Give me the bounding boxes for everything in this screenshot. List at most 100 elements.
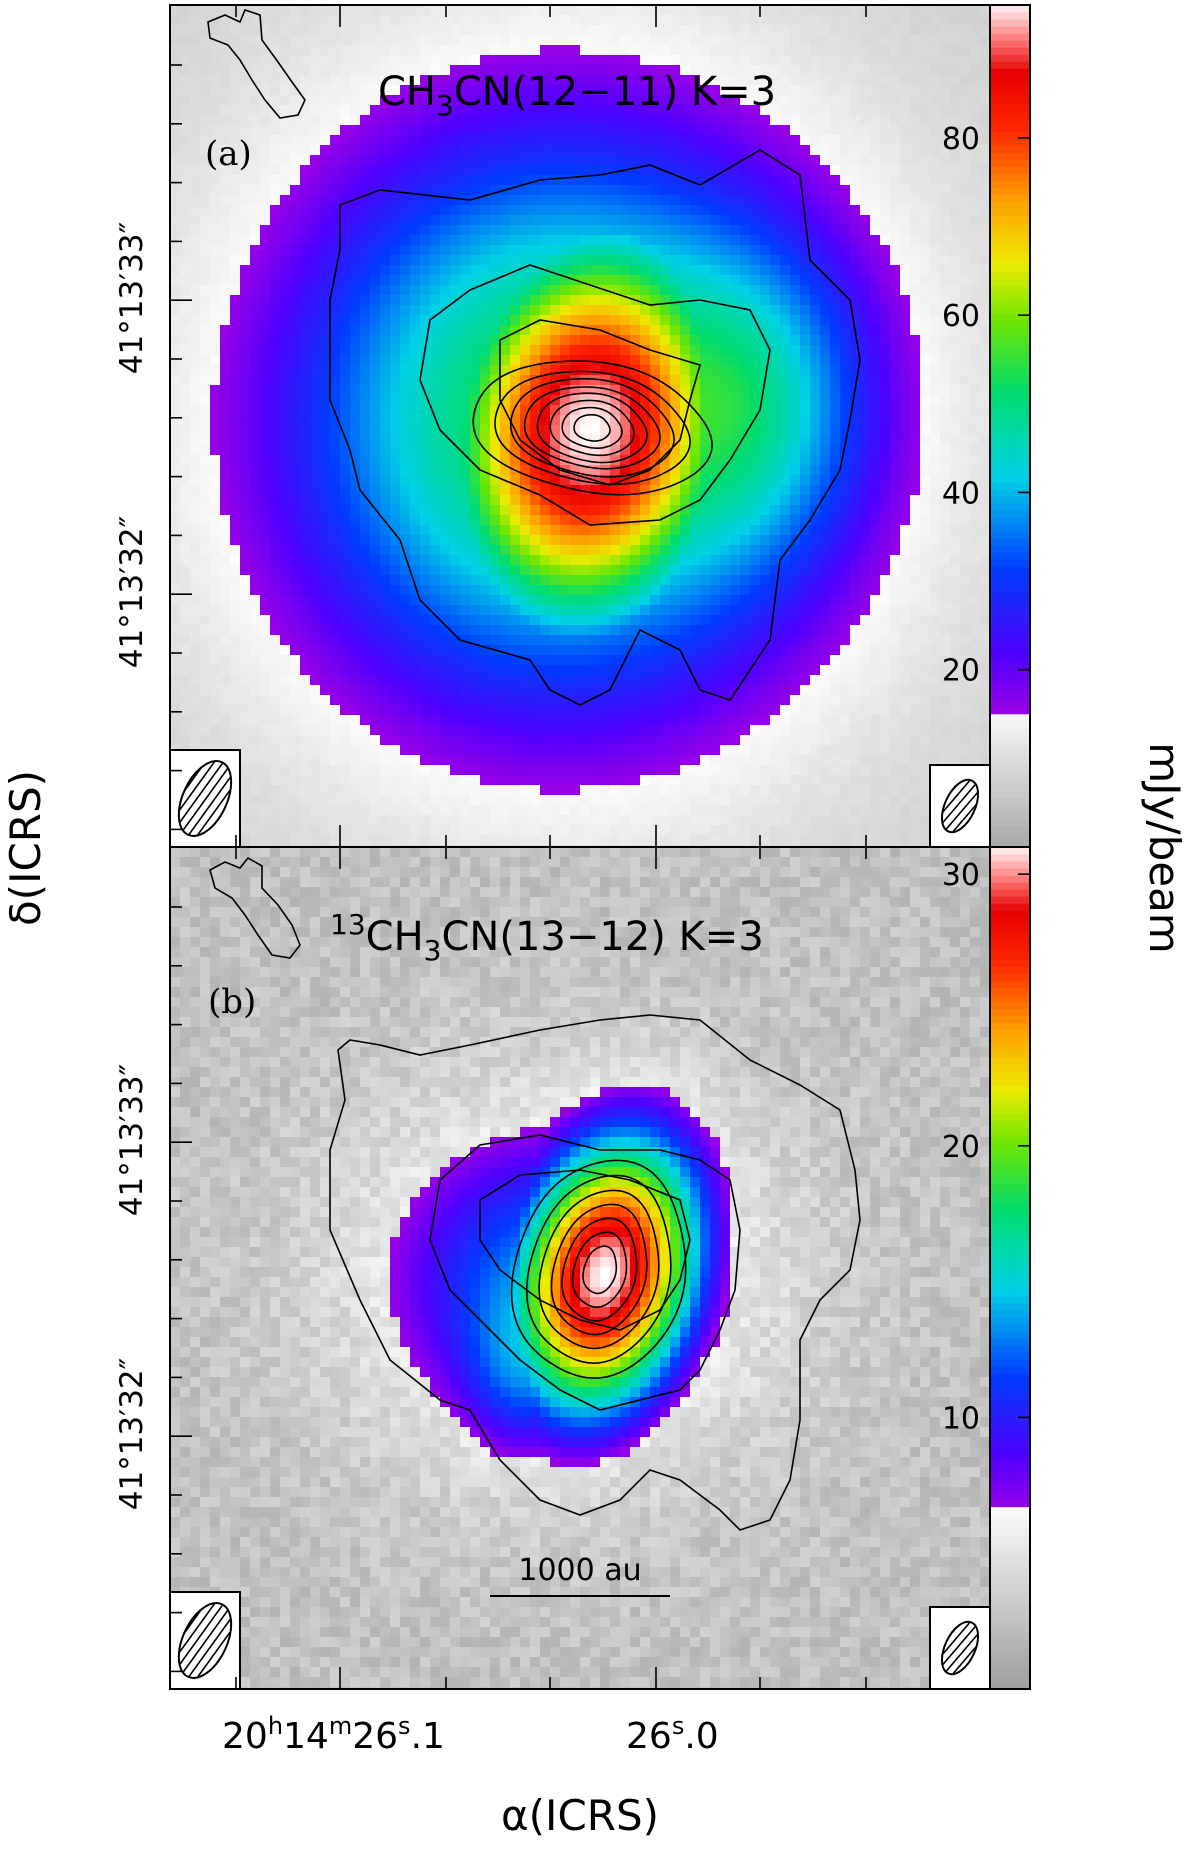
map-pixel — [950, 165, 961, 176]
map-pixel — [390, 95, 401, 106]
map-pixel — [710, 75, 721, 86]
map-pixel — [830, 495, 841, 506]
map-pixel — [870, 15, 881, 26]
map-pixel — [430, 445, 441, 456]
map-pixel — [350, 455, 361, 466]
map-pixel — [960, 245, 971, 256]
map-pixel — [350, 285, 361, 296]
map-pixel — [580, 545, 591, 556]
map-pixel — [250, 145, 261, 156]
map-pixel — [940, 95, 951, 106]
map-pixel — [850, 295, 861, 306]
map-pixel — [200, 445, 211, 456]
map-pixel — [630, 35, 641, 46]
map-pixel — [740, 255, 751, 266]
map-pixel — [320, 475, 331, 486]
map-pixel — [240, 525, 251, 536]
map-pixel — [270, 55, 281, 66]
map-pixel — [320, 265, 331, 276]
map-pixel — [250, 25, 261, 36]
map-pixel — [680, 345, 691, 356]
map-pixel — [640, 455, 651, 466]
map-pixel — [840, 515, 851, 526]
map-pixel — [890, 55, 901, 66]
map-pixel — [750, 75, 761, 86]
map-pixel — [440, 315, 451, 326]
map-pixel — [960, 185, 971, 196]
map-pixel — [730, 265, 741, 276]
map-pixel — [310, 255, 321, 266]
map-pixel — [330, 5, 341, 16]
map-pixel — [690, 355, 701, 366]
map-pixel — [280, 65, 291, 76]
map-pixel — [480, 95, 491, 106]
map-pixel — [770, 425, 781, 436]
map-pixel — [820, 595, 831, 606]
map-pixel — [530, 245, 541, 256]
map-pixel — [810, 455, 821, 466]
map-pixel — [600, 95, 611, 106]
map-pixel — [200, 455, 211, 466]
map-pixel — [510, 595, 521, 606]
map-pixel — [960, 225, 971, 236]
map-pixel — [360, 385, 371, 396]
map-pixel — [250, 285, 261, 296]
map-pixel — [520, 325, 531, 336]
map-pixel — [570, 295, 581, 306]
map-pixel — [430, 225, 441, 236]
map-pixel — [560, 105, 571, 116]
map-pixel — [870, 215, 881, 226]
map-pixel — [540, 215, 551, 226]
map-pixel — [510, 535, 521, 546]
map-pixel — [180, 35, 191, 46]
map-pixel — [520, 125, 531, 136]
map-pixel — [200, 535, 211, 546]
map-pixel — [300, 235, 311, 246]
map-pixel — [540, 5, 551, 16]
map-pixel — [310, 105, 321, 116]
map-pixel — [390, 175, 401, 186]
map-pixel — [230, 435, 241, 446]
map-pixel — [250, 125, 261, 136]
map-pixel — [290, 225, 301, 236]
map-pixel — [830, 325, 841, 336]
map-pixel — [760, 455, 771, 466]
map-pixel — [770, 565, 781, 576]
map-pixel — [350, 335, 361, 346]
map-pixel — [320, 445, 331, 456]
map-pixel — [350, 265, 361, 276]
map-pixel — [220, 95, 231, 106]
map-pixel — [800, 185, 811, 196]
map-pixel — [370, 575, 381, 586]
map-pixel — [890, 225, 901, 236]
map-pixel — [770, 375, 781, 386]
map-pixel — [500, 95, 511, 106]
map-pixel — [600, 245, 611, 256]
map-pixel — [920, 85, 931, 96]
map-pixel — [540, 255, 551, 266]
map-pixel — [320, 285, 331, 296]
map-pixel — [820, 225, 831, 236]
map-pixel — [730, 545, 741, 556]
map-pixel — [910, 205, 921, 216]
map-pixel — [460, 355, 471, 366]
map-pixel — [180, 55, 191, 66]
map-pixel — [260, 595, 271, 606]
map-pixel — [470, 105, 481, 116]
map-pixel — [590, 215, 601, 226]
map-pixel — [720, 465, 731, 476]
map-pixel — [440, 75, 451, 86]
map-pixel — [620, 15, 631, 26]
map-pixel — [300, 515, 311, 526]
map-pixel — [460, 395, 471, 406]
map-pixel — [810, 605, 821, 616]
map-pixel — [960, 25, 971, 36]
map-pixel — [600, 565, 611, 576]
map-pixel — [490, 355, 501, 366]
map-pixel — [780, 285, 791, 296]
map-pixel — [870, 415, 881, 426]
map-pixel — [350, 295, 361, 306]
map-pixel — [410, 45, 421, 56]
map-pixel — [790, 185, 801, 196]
map-pixel — [740, 365, 751, 376]
